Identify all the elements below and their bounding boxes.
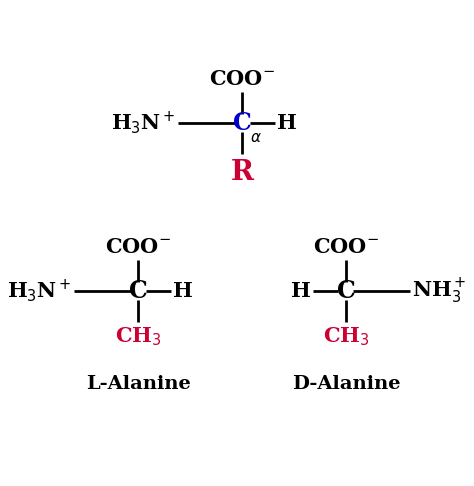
Text: COO$^{-}$: COO$^{-}$ — [313, 238, 379, 258]
Text: NH$_3^+$: NH$_3^+$ — [412, 277, 467, 306]
Text: C: C — [337, 279, 356, 303]
Text: H: H — [277, 113, 297, 133]
Text: H: H — [291, 281, 310, 301]
Text: CH$_3$: CH$_3$ — [323, 326, 369, 348]
Text: CH$_3$: CH$_3$ — [115, 326, 162, 348]
Text: D-Alanine: D-Alanine — [292, 375, 400, 393]
Text: $\mathit{\alpha}$: $\mathit{\alpha}$ — [250, 131, 262, 144]
Text: H$_3$N$^+$: H$_3$N$^+$ — [111, 109, 175, 137]
Text: L-Alanine: L-Alanine — [86, 375, 191, 393]
Text: COO$^{-}$: COO$^{-}$ — [209, 69, 275, 89]
Text: COO$^{-}$: COO$^{-}$ — [105, 238, 171, 258]
Text: R: R — [230, 159, 254, 186]
Text: H$_3$N$^+$: H$_3$N$^+$ — [7, 278, 72, 305]
Text: H: H — [173, 281, 193, 301]
Text: C: C — [233, 111, 251, 135]
Text: C: C — [129, 279, 147, 303]
